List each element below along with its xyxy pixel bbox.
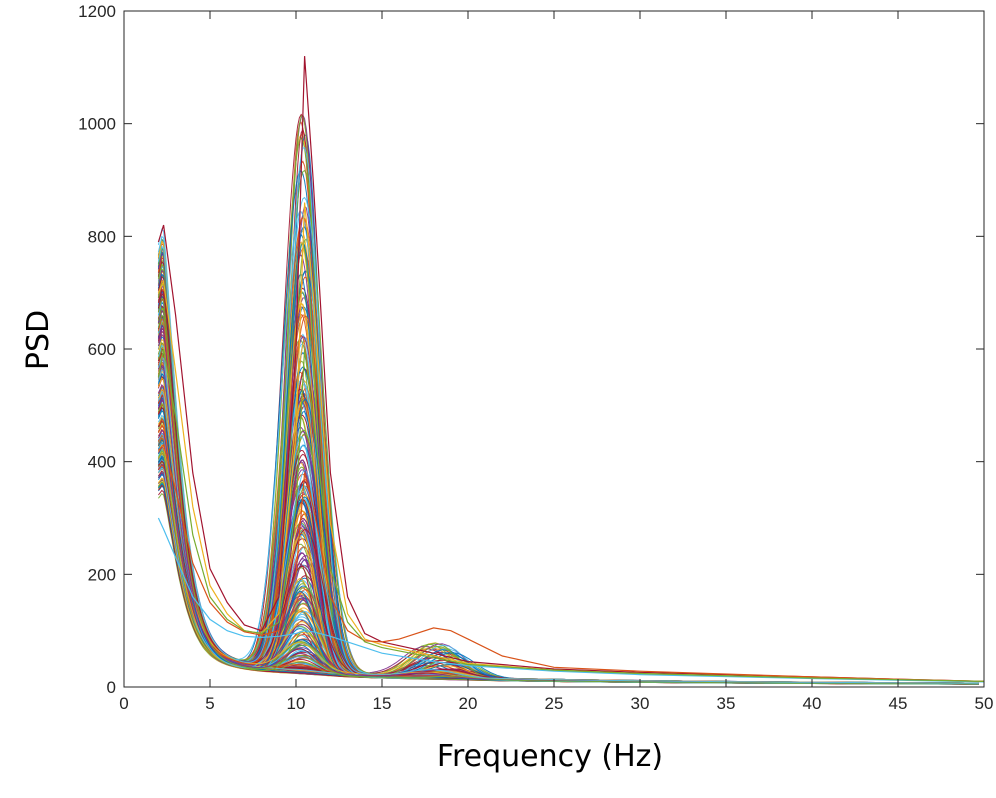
x-tick-label: 25 bbox=[545, 694, 564, 713]
x-tick-label: 0 bbox=[119, 694, 128, 713]
x-tick-label: 15 bbox=[373, 694, 392, 713]
plot-frame bbox=[123, 10, 985, 688]
y-tick-label: 1000 bbox=[78, 115, 116, 134]
x-tick-label: 45 bbox=[889, 694, 908, 713]
psd-curves bbox=[157, 56, 985, 685]
x-tick-label: 50 bbox=[975, 694, 994, 713]
psd-series-line bbox=[157, 146, 979, 684]
y-tick-label: 1200 bbox=[78, 2, 116, 21]
x-axis-ticks: 0 5 10 15 20 25 30 35 40 45 50 bbox=[119, 11, 993, 713]
psd-representative-series-line bbox=[157, 348, 985, 682]
x-tick-label: 30 bbox=[631, 694, 650, 713]
x-tick-label: 40 bbox=[803, 694, 822, 713]
psd-representative-series-line bbox=[157, 443, 985, 682]
y-axis-ticks: 0 200 400 600 800 1000 1200 bbox=[78, 2, 984, 697]
y-axis-title: PSD bbox=[21, 310, 56, 370]
x-tick-label: 10 bbox=[287, 694, 306, 713]
axes-frame bbox=[123, 10, 985, 688]
y-tick-label: 800 bbox=[88, 227, 116, 246]
psd-series-line bbox=[157, 297, 979, 685]
psd-representative-series-line bbox=[157, 56, 985, 682]
x-tick-label: 35 bbox=[717, 694, 736, 713]
x-axis-title: Frequency (Hz) bbox=[437, 739, 663, 774]
y-tick-label: 200 bbox=[88, 565, 116, 584]
psd-representative-series-line bbox=[157, 517, 985, 683]
y-tick-label: 600 bbox=[88, 340, 116, 359]
y-tick-label: 400 bbox=[88, 453, 116, 472]
y-tick-label: 0 bbox=[107, 678, 116, 697]
x-tick-label: 20 bbox=[459, 694, 478, 713]
x-tick-label: 5 bbox=[205, 694, 214, 713]
